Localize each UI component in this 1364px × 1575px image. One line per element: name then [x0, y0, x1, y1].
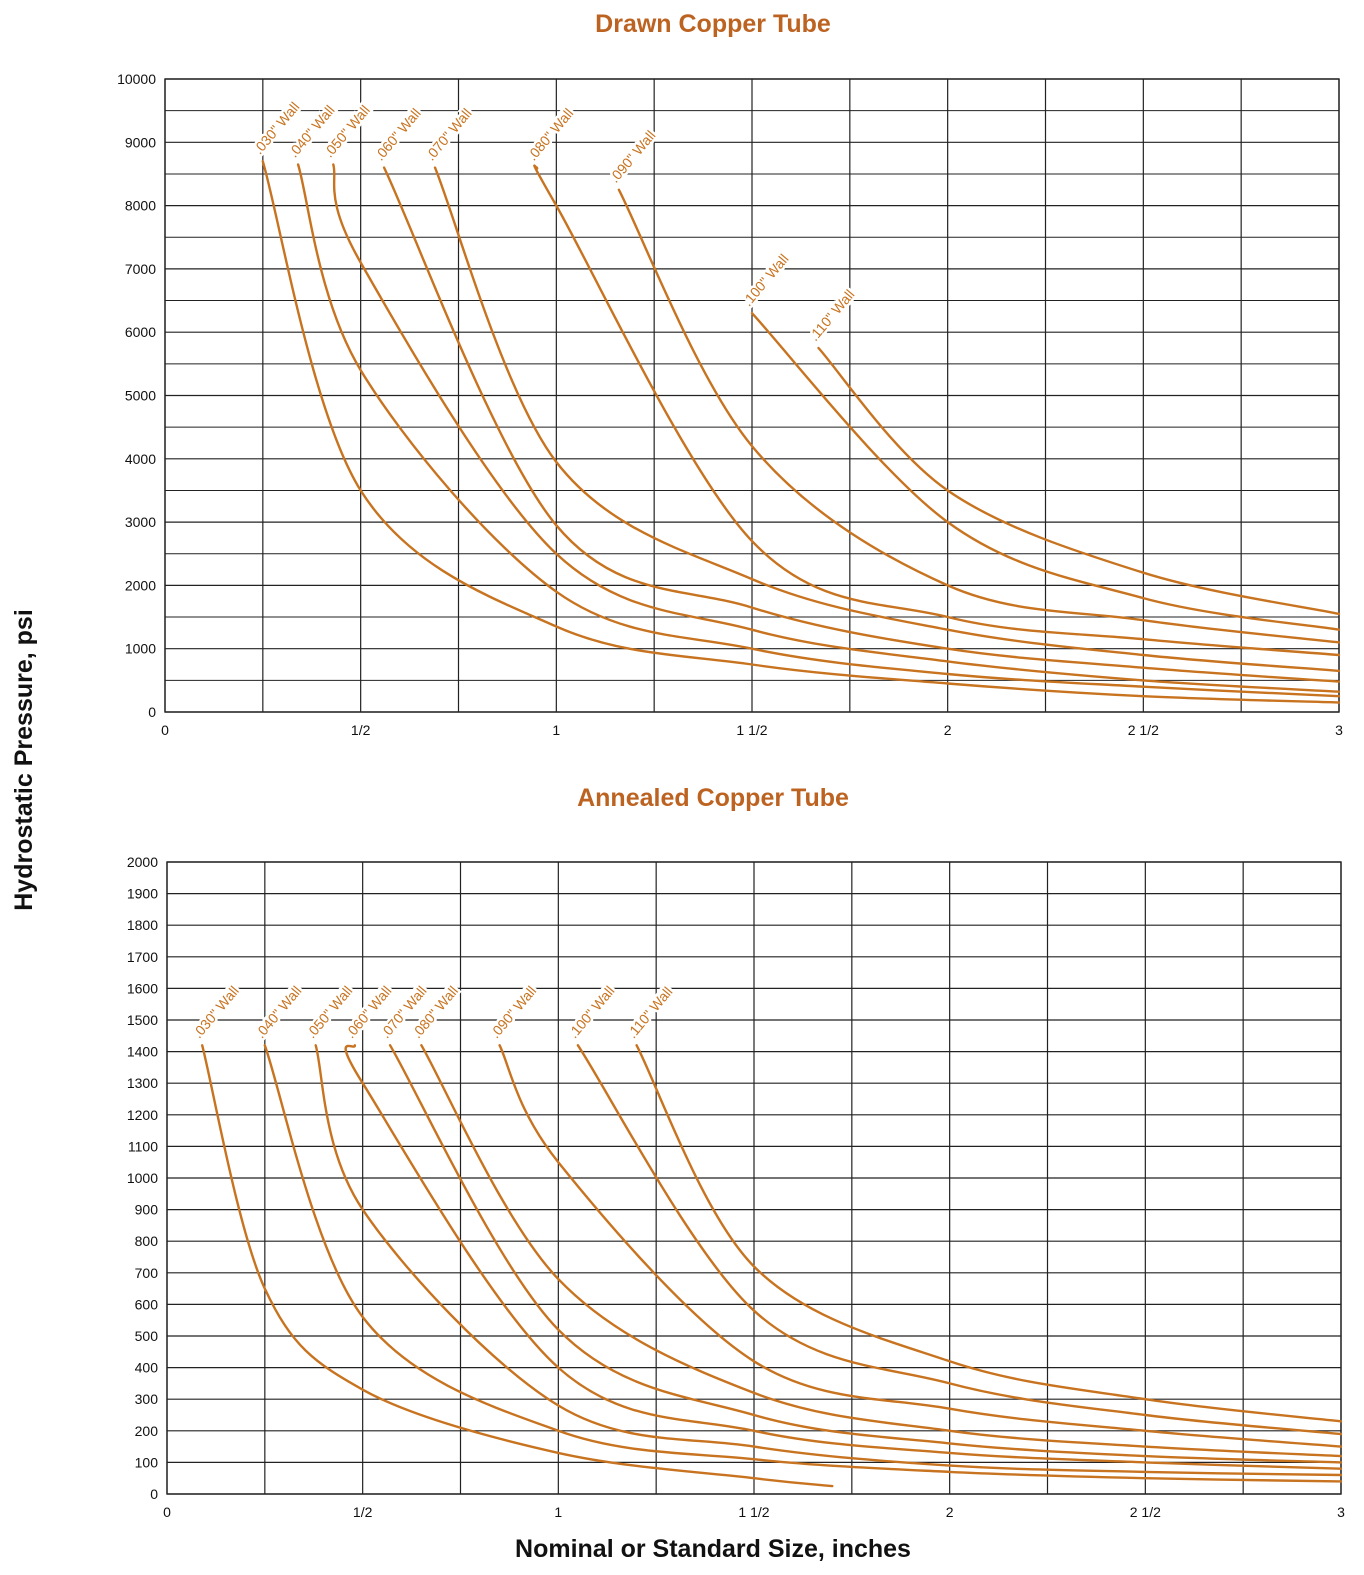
series-label-8: .110" Wall — [624, 984, 676, 1042]
series-line-2 — [314, 1044, 1343, 1477]
y-tick-label: 200 — [135, 1423, 159, 1439]
y-tick-label: 300 — [135, 1391, 159, 1407]
y-tick-label: 400 — [135, 1360, 159, 1376]
series-label-3: .060" Wall — [371, 105, 424, 163]
x-tick-label: 1 — [554, 1504, 562, 1520]
series-line-4 — [388, 1044, 1343, 1464]
panel-0: 0 1000 2000 3000 4000 5000 6000 7000 8000 9000 100… — [117, 71, 1343, 738]
y-tick-label: 1000 — [127, 1170, 158, 1186]
series-line-0 — [201, 1044, 834, 1488]
series-line-2 — [332, 163, 1341, 693]
y-tick-label: 1000 — [125, 641, 156, 657]
series-line-7 — [576, 1044, 1343, 1436]
series-line-4 — [433, 166, 1341, 673]
y-tick-label: 6000 — [125, 324, 156, 340]
y-tick-label: 3000 — [125, 514, 156, 530]
y-tick-label: 900 — [135, 1202, 159, 1218]
y-tick-label: 1900 — [127, 886, 158, 902]
y-tick-label: 2000 — [125, 577, 156, 593]
series-label-6: .090" Wall — [487, 983, 540, 1041]
y-tick-label: 100 — [135, 1454, 159, 1470]
x-axis-label: Nominal or Standard Size, inches — [515, 1535, 911, 1563]
series-line-1 — [263, 1044, 1343, 1483]
series-label-4: .070" Wall — [422, 105, 475, 163]
series-label-5: .080" Wall — [524, 105, 577, 163]
series-line-3 — [344, 1044, 1343, 1470]
y-tick-label: 1800 — [127, 917, 158, 933]
series-line-5 — [533, 164, 1341, 657]
x-tick-label: 3 — [1337, 1504, 1345, 1520]
panel-1: 0100200300400500600700800900100011001200… — [127, 854, 1345, 1520]
x-tick-label: 1/2 — [353, 1504, 373, 1520]
y-tick-label: 600 — [135, 1296, 159, 1312]
x-tick-label: 3 — [1335, 722, 1343, 738]
series-line-8 — [817, 346, 1341, 616]
y-tick-label: 1700 — [127, 949, 158, 965]
y-tick-label: 700 — [135, 1265, 159, 1281]
y-tick-label: 4000 — [125, 451, 156, 467]
y-tick-label: 0 — [148, 704, 156, 720]
series-label-6: .090" Wall — [606, 127, 659, 185]
y-tick-label: 5000 — [125, 388, 156, 404]
y-tick-label: 10000 — [117, 71, 156, 87]
series-label-0: .030" Wall — [189, 983, 242, 1041]
x-tick-label: 1 1/2 — [736, 722, 767, 738]
y-tick-label: 7000 — [125, 261, 156, 277]
y-tick-label: 1500 — [127, 1012, 158, 1028]
y-tick-label: 8000 — [125, 198, 156, 214]
series-line-8 — [635, 1044, 1343, 1423]
series-line-1 — [296, 163, 1341, 698]
y-tick-label: 1200 — [127, 1107, 158, 1123]
series-line-6 — [498, 1044, 1343, 1448]
y-axis-label: Hydrostatic Pressure, psi — [10, 609, 38, 911]
y-tick-label: 800 — [135, 1233, 159, 1249]
y-tick-label: 1100 — [128, 1138, 158, 1154]
x-tick-label: 1 1/2 — [738, 1504, 769, 1520]
y-tick-label: 2000 — [127, 854, 158, 870]
series-line-0 — [261, 160, 1341, 704]
chart-title-annealed: Annealed Copper Tube — [577, 784, 849, 812]
series-label-1: .040" Wall — [252, 983, 305, 1041]
y-tick-label: 1400 — [127, 1044, 158, 1060]
y-tick-label: 500 — [135, 1328, 159, 1344]
x-tick-label: 2 — [944, 722, 952, 738]
y-tick-label: 1600 — [127, 980, 158, 996]
x-tick-label: 0 — [161, 722, 169, 738]
series-line-5 — [420, 1044, 1343, 1458]
y-tick-label: 0 — [150, 1486, 158, 1502]
plot-frame — [164, 78, 1340, 713]
chart-title-drawn: Drawn Copper Tube — [595, 10, 831, 38]
series-line-3 — [382, 166, 1341, 683]
x-tick-label: 0 — [163, 1504, 171, 1520]
plot-frame — [166, 861, 1342, 1495]
y-tick-label: 9000 — [125, 134, 156, 150]
x-tick-label: 2 1/2 — [1128, 722, 1159, 738]
x-tick-label: 2 1/2 — [1130, 1504, 1161, 1520]
x-tick-label: 2 — [946, 1504, 954, 1520]
series-line-7 — [750, 312, 1341, 631]
y-tick-label: 1300 — [127, 1075, 158, 1091]
series-label-7: .100" Wall — [565, 983, 618, 1041]
x-tick-label: 1/2 — [351, 722, 371, 738]
x-tick-label: 1 — [552, 722, 560, 738]
series-line-6 — [617, 188, 1341, 644]
